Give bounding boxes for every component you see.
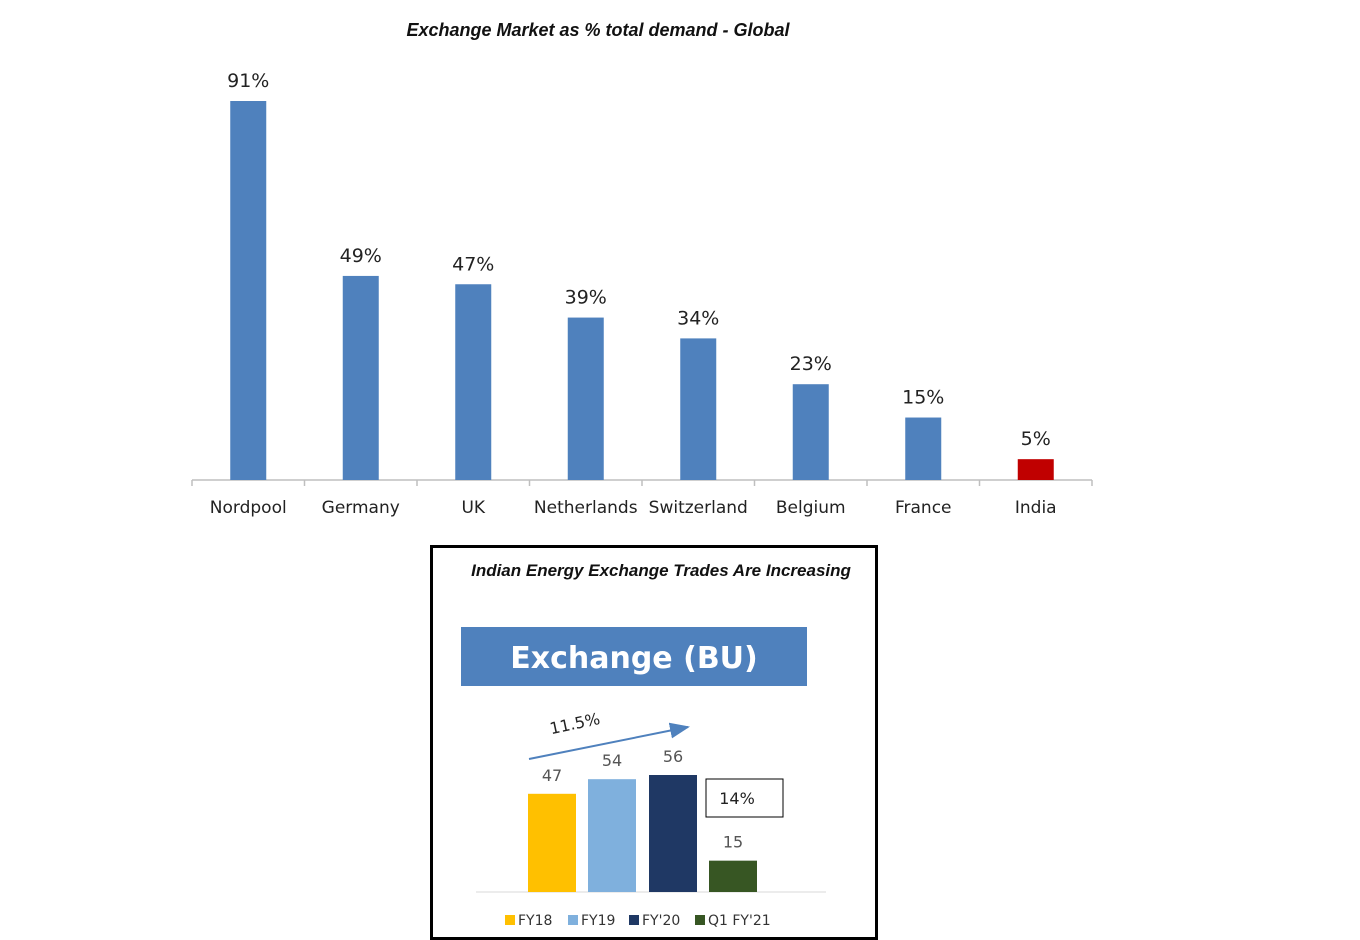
- legend-label: Q1 FY'21: [708, 913, 771, 929]
- chart2-bar: [649, 775, 697, 892]
- legend-swatch: [629, 915, 639, 925]
- chart1-data-label: 23%: [790, 353, 832, 375]
- chart2-data-label: 47: [542, 766, 562, 785]
- chart1-bar-india: [1017, 459, 1054, 480]
- chart1-bar-belgium: [792, 384, 829, 480]
- chart1-title: Exchange Market as % total demand - Glob…: [406, 20, 790, 40]
- chart2-bar: [709, 860, 757, 892]
- chart2-bar: [528, 793, 576, 892]
- chart1-data-label: 15%: [902, 387, 944, 409]
- chart1-bar-nordpool: [230, 101, 267, 480]
- chart1-bar-uk: [455, 284, 492, 480]
- chart1-data-label: 49%: [340, 245, 382, 267]
- chart1-category-label: Switzerland: [649, 498, 748, 518]
- legend-swatch: [505, 915, 515, 925]
- chart2-data-label: 56: [663, 747, 683, 766]
- callout-annotation: 14%: [719, 789, 755, 808]
- legend-label: FY18: [518, 913, 552, 929]
- chart1-category-label: Netherlands: [534, 498, 638, 518]
- chart2-bar: [588, 779, 636, 892]
- growth-arrow: [528, 722, 690, 760]
- legend-label: FY19: [581, 913, 615, 929]
- chart1-data-label: 34%: [677, 307, 719, 329]
- chart1-category-label: Germany: [322, 498, 400, 518]
- chart1-bar-france: [905, 417, 942, 480]
- legend-swatch: [568, 915, 578, 925]
- iex-trades-chart: Indian Energy Exchange Trades Are Increa…: [461, 561, 852, 929]
- chart2-legend: FY18 FY19 FY'20 Q1 FY'21: [505, 913, 771, 929]
- chart2-banner: [461, 627, 807, 686]
- chart1-category-label: Belgium: [776, 498, 846, 518]
- chart2-data-label: 15: [723, 833, 743, 852]
- chart1-data-label: 5%: [1021, 428, 1051, 450]
- iex-panel: Indian Energy Exchange Trades Are Increa…: [430, 545, 878, 940]
- chart1-data-label: 47%: [452, 253, 494, 275]
- legend-label: FY'20: [642, 913, 680, 929]
- exchange-market-chart: Exchange Market as % total demand - Glob…: [191, 20, 1093, 518]
- chart1-data-label: 91%: [227, 70, 269, 92]
- chart2-subtitle: Exchange (BU): [510, 641, 758, 676]
- chart1-category-label: UK: [461, 498, 485, 518]
- callout-box: [705, 778, 784, 818]
- chart1-bar-netherlands: [567, 317, 604, 480]
- legend-swatch: [695, 915, 705, 925]
- growth-annotation: 11.5%: [548, 709, 602, 738]
- chart1-category-label: Nordpool: [210, 498, 287, 518]
- chart1-data-label: 39%: [565, 287, 607, 309]
- chart1-bar-germany: [342, 275, 379, 480]
- chart2-title: Indian Energy Exchange Trades Are Increa…: [471, 561, 851, 580]
- chart1-category-label: France: [895, 498, 952, 518]
- chart1-category-label: India: [1015, 498, 1057, 518]
- chart2-data-label: 54: [602, 751, 622, 770]
- chart1-bar-switzerland: [680, 338, 717, 480]
